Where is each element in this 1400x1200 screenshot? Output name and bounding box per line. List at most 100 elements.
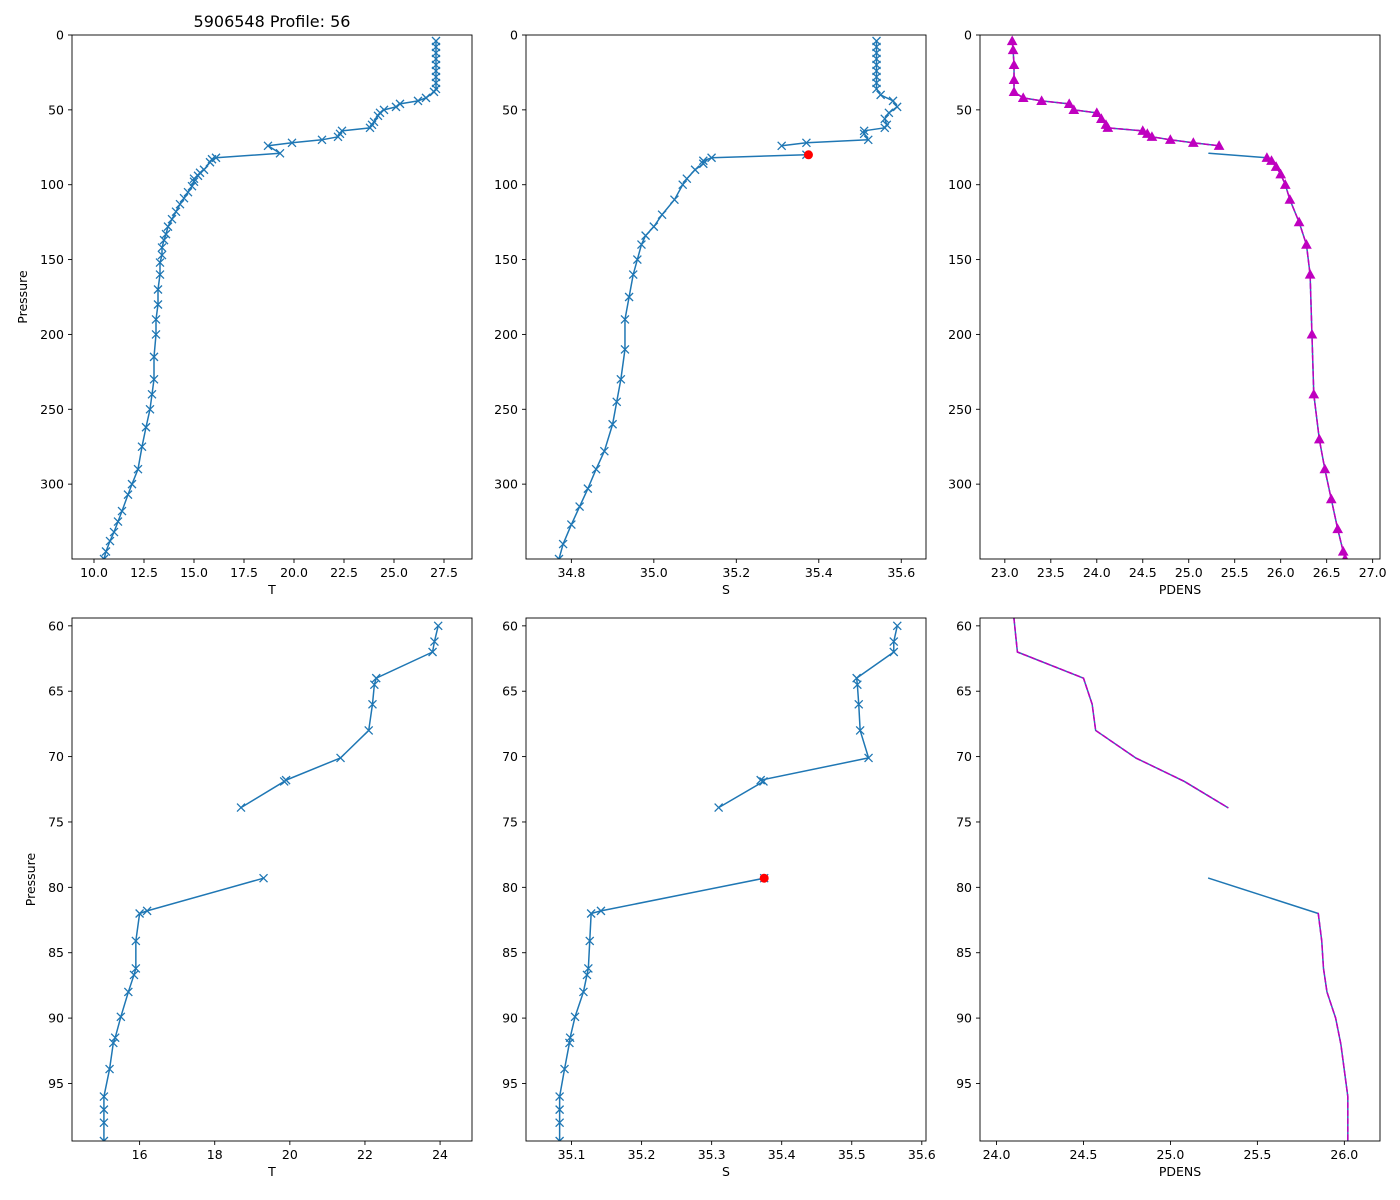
data-point-x <box>287 138 297 148</box>
data-point-x <box>657 210 667 220</box>
x-axis-label: S <box>722 1164 730 1179</box>
figure-title: 5906548 Profile: 56 <box>194 12 351 31</box>
data-point-x <box>113 517 123 527</box>
data-point-x <box>698 159 708 169</box>
data-point-x <box>575 502 585 512</box>
data-point-x <box>101 547 111 556</box>
chart-s-full: 34.8 35.0 35.2 35.4 35.6 S 0 50 100 150 200 250 300 <box>494 28 927 597</box>
y-tick-label: 0 <box>510 28 518 43</box>
data-point-x <box>777 141 787 151</box>
data-point-x <box>884 108 894 118</box>
plot-area <box>555 621 902 1141</box>
series-flagged-s <box>803 150 813 160</box>
data-point-x <box>117 506 127 516</box>
data-point-x <box>570 1012 580 1022</box>
data-point-triangle <box>1008 74 1020 85</box>
series-line <box>558 625 899 1141</box>
data-point-x <box>155 258 165 268</box>
y-tick-label: 90 <box>502 1011 518 1026</box>
data-point-x <box>145 404 155 414</box>
y-tick-label: 95 <box>502 1076 518 1091</box>
data-point-triangle <box>1306 328 1318 339</box>
data-point-x <box>714 803 724 813</box>
data-point-x <box>147 389 157 399</box>
y-tick-label: 70 <box>48 749 64 764</box>
y-tick-label: 75 <box>48 814 64 829</box>
x-tick-label: 35.4 <box>768 1147 796 1162</box>
data-point-x <box>428 647 438 657</box>
y-tick-label: 65 <box>48 684 64 699</box>
data-point-x <box>612 397 622 407</box>
x-axis-label: T <box>267 1164 276 1179</box>
series-line <box>103 625 439 1141</box>
data-point-triangle <box>1137 125 1149 135</box>
axes-frame <box>979 617 1381 1142</box>
data-point-x <box>336 753 346 763</box>
data-point-x <box>859 129 869 139</box>
data-point-x <box>391 102 401 112</box>
y-tick-label: 85 <box>502 945 518 960</box>
x-tick-label: 18 <box>207 1147 223 1162</box>
x-tick-label: 24.0 <box>983 1147 1011 1162</box>
data-point-triangle <box>1068 104 1080 114</box>
x-axis-label: S <box>722 582 730 597</box>
y-axis: 0 50 100 150 200 250 300 <box>948 28 980 492</box>
data-point-x <box>892 621 902 631</box>
data-point-x <box>560 1064 569 1074</box>
y-tick-label: 100 <box>40 177 64 192</box>
x-tick-label: 25.0 <box>380 565 408 580</box>
data-point-x <box>116 1012 126 1022</box>
y-tick-label: 60 <box>48 618 64 633</box>
y-axis-label: Pressure <box>23 853 38 907</box>
data-point-x <box>585 936 595 946</box>
x-tick-label: 22.5 <box>330 565 358 580</box>
y-axis: 60 65 70 75 80 85 90 95 <box>956 618 980 1091</box>
series-line <box>1011 40 1346 559</box>
data-point-triangle <box>1091 107 1103 117</box>
x-axis: 10.0 12.5 15.0 17.5 20.0 22.5 25.0 27.5 T <box>80 559 458 597</box>
series-pdens <box>1011 40 1346 559</box>
y-tick-label: 300 <box>948 477 972 492</box>
data-point-x <box>189 174 199 184</box>
data-point-x <box>578 987 588 997</box>
data-point-triangle <box>1301 239 1312 249</box>
data-point-x <box>259 873 269 883</box>
data-point-x <box>369 680 379 690</box>
y-tick-label: 85 <box>48 945 64 960</box>
y-tick-label: 100 <box>494 177 518 192</box>
y-tick-label: 300 <box>40 477 64 492</box>
data-point-x <box>131 963 141 973</box>
data-point-triangle <box>1337 545 1349 556</box>
data-point-triangle <box>1261 152 1273 162</box>
y-tick-label: 80 <box>956 880 972 895</box>
data-point-x <box>564 1038 574 1048</box>
data-point-triangle <box>1275 168 1287 179</box>
data-point-x <box>620 314 630 324</box>
data-point-x <box>637 240 646 250</box>
data-point-x <box>690 165 700 175</box>
data-point-x <box>279 776 289 786</box>
data-point-x <box>151 329 161 339</box>
chart-pdens-zoom: 24.0 24.5 25.0 25.5 26.0 PDENS 60 65 70 75 80 85 90 9… <box>956 617 1381 1179</box>
data-point-triangle <box>1007 44 1019 55</box>
data-point-x <box>133 464 143 474</box>
data-point-x <box>876 90 886 100</box>
data-point-x <box>859 126 869 136</box>
data-point-x <box>263 141 273 151</box>
x-axis-label: PDENS <box>1159 1164 1201 1179</box>
data-point-x <box>707 153 717 163</box>
data-point-x <box>157 243 167 253</box>
y-axis: 60 65 70 75 80 85 90 95 Pressure <box>23 618 72 1091</box>
data-point-x <box>105 536 115 546</box>
data-point-triangle <box>1063 98 1075 108</box>
x-tick-label: 20.0 <box>280 565 308 580</box>
y-tick-label: 95 <box>48 1076 64 1091</box>
data-point-x <box>889 637 899 646</box>
data-point-x <box>586 909 596 918</box>
y-tick-label: 70 <box>956 749 972 764</box>
data-point-x <box>171 207 181 217</box>
x-axis-label: T <box>267 582 276 597</box>
data-point-x <box>591 464 601 474</box>
y-tick-label: 200 <box>40 327 64 342</box>
series-line <box>1011 40 1346 559</box>
